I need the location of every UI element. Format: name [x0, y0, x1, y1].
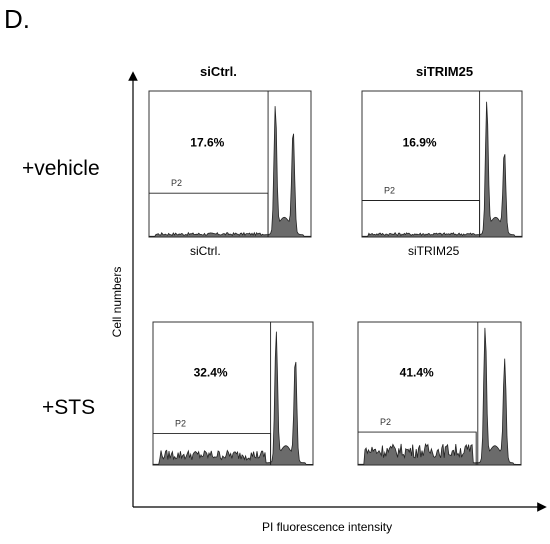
- gate-percentage: 16.9%: [403, 135, 437, 149]
- column-header-sictrl: siCtrl.: [200, 64, 237, 79]
- gate-label: P2: [171, 178, 182, 188]
- p2-gate-marker: [362, 200, 481, 237]
- panel-label: D.: [4, 4, 30, 34]
- gate-label: P2: [175, 419, 186, 429]
- row-label-vehicle: +vehicle: [22, 157, 100, 180]
- p2-gate-marker: [149, 192, 269, 237]
- histogram-frame: [148, 90, 312, 238]
- gate-percentage: 32.4%: [194, 365, 228, 379]
- histogram-frame: [152, 321, 314, 466]
- histogram-area: [152, 331, 314, 466]
- x-axis-label: PI fluorescence intensity: [262, 520, 393, 534]
- p2-gate-marker: [153, 433, 272, 465]
- gate-percentage: 17.6%: [190, 135, 224, 149]
- gate-percentage: 41.4%: [400, 365, 434, 379]
- histogram-frame: [361, 90, 523, 238]
- histogram-area: [148, 106, 312, 238]
- panel-sublabel-sictrl: siCtrl.: [190, 244, 221, 258]
- p2-gate-marker: [358, 431, 477, 465]
- panel-sublabel-sitrim25: siTRIM25: [408, 244, 460, 258]
- histogram-area: [361, 101, 523, 238]
- gate-label: P2: [384, 186, 395, 196]
- histogram-frame: [357, 321, 522, 466]
- row-label-sts: +STS: [42, 396, 96, 419]
- gate-label: P2: [380, 417, 391, 427]
- column-header-sitrim25: siTRIM25: [416, 64, 474, 79]
- histogram-area: [357, 327, 522, 466]
